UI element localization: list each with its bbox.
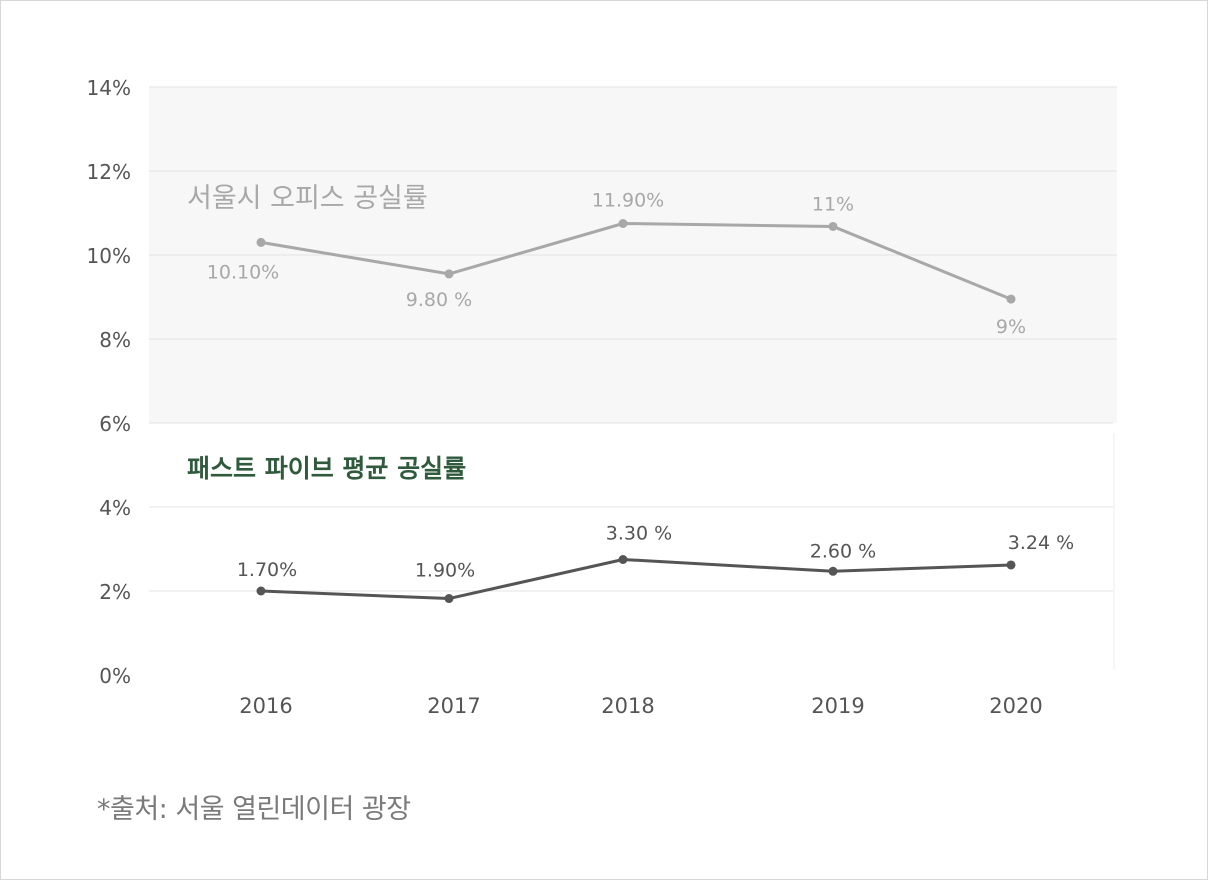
data-point (828, 566, 838, 576)
data-point (444, 594, 454, 604)
data-label: 3.30 % (606, 523, 672, 545)
series-line (260, 558, 1012, 601)
series-name: 패스트 파이브 평균 공실률 (187, 454, 466, 483)
data-point (618, 219, 628, 228)
data-point (618, 555, 628, 564)
y-tick-label: 2% (99, 580, 131, 604)
y-tick-label: 8% (99, 328, 131, 352)
source-note: *출처: 서울 열린데이터 광장 (97, 794, 411, 825)
data-point (256, 586, 266, 596)
data-label: 11.90% (592, 190, 664, 212)
data-point (828, 221, 838, 231)
y-tick-label: 14% (87, 76, 131, 100)
x-tick-label: 2016 (239, 694, 292, 718)
data-label: 1.70% (237, 559, 297, 581)
x-tick-label: 2019 (811, 694, 864, 718)
x-tick-label: 2017 (427, 694, 480, 718)
data-point (1006, 560, 1016, 570)
data-point (256, 237, 266, 247)
x-tick-label: 2020 (989, 694, 1042, 718)
y-tick-label: 12% (87, 160, 131, 184)
y-tick-label: 0% (99, 664, 131, 688)
data-point (444, 269, 454, 279)
data-label: 11% (812, 193, 854, 215)
data-label: 10.10% (207, 261, 279, 283)
data-point (1006, 294, 1016, 304)
data-label: 1.90% (415, 560, 475, 582)
data-label: 2.60 % (810, 540, 876, 562)
series-name: 서울시 오피스 공실률 (187, 183, 428, 214)
x-tick-label: 2018 (601, 694, 654, 718)
data-label: 9.80 % (406, 289, 472, 311)
y-tick-label: 10% (87, 244, 131, 268)
y-tick-label: 6% (99, 412, 131, 436)
y-tick-label: 4% (99, 496, 131, 520)
data-label: 3.24 % (1008, 532, 1074, 554)
data-label: 9% (996, 316, 1026, 338)
